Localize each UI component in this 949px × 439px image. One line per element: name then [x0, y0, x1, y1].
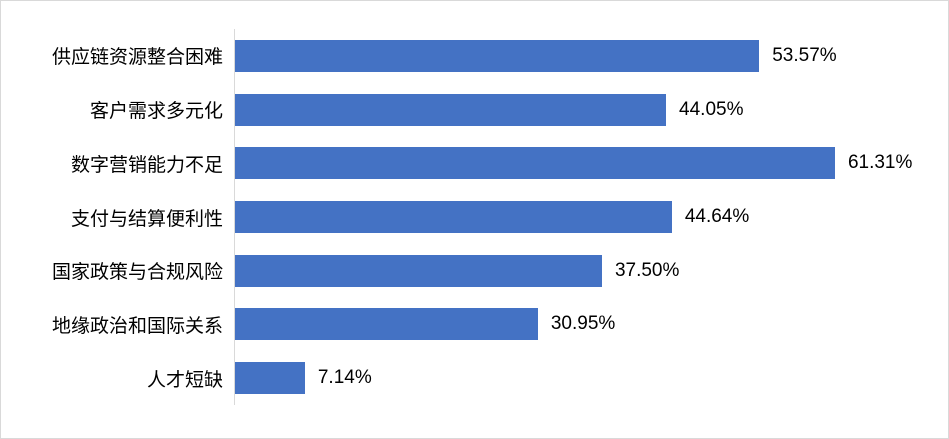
value-label: 61.31%	[847, 152, 913, 174]
bar-track: 37.50%	[235, 254, 920, 287]
bar	[235, 93, 667, 126]
value-label: 7.14%	[317, 367, 372, 389]
value-label: 37.50%	[614, 259, 680, 281]
bar-row: 客户需求多元化 44.05%	[1, 83, 920, 137]
plot-area: 供应链资源整合困难 53.57% 客户需求多元化 44.05% 数字营销能力不足…	[1, 29, 920, 405]
category-label: 供应链资源整合困难	[51, 47, 223, 69]
bar-row: 地缘政治和国际关系 30.95%	[1, 298, 920, 352]
bar	[235, 254, 602, 287]
value-label: 53.57%	[772, 44, 837, 66]
value-label: 30.95%	[550, 313, 616, 335]
bar-track: 7.14%	[235, 362, 920, 395]
category-label: 地缘政治和国际关系	[51, 315, 223, 337]
category-label: 支付与结算便利性	[70, 208, 223, 230]
bar-row: 国家政策与合规风险 37.50%	[1, 244, 920, 298]
bar-track: 30.95%	[235, 308, 920, 341]
bar	[235, 201, 672, 234]
bar-row: 支付与结算便利性 44.64%	[1, 190, 920, 244]
bar-row: 数字营销能力不足 61.31%	[1, 136, 920, 190]
category-label: 客户需求多元化	[89, 101, 223, 123]
bar	[235, 362, 305, 395]
bar-rows: 供应链资源整合困难 53.57% 客户需求多元化 44.05% 数字营销能力不足…	[1, 29, 920, 405]
bar-track: 61.31%	[235, 147, 920, 180]
bar-row: 供应链资源整合困难 53.57%	[1, 29, 920, 83]
y-axis-line	[234, 29, 235, 405]
category-label: 人才短缺	[146, 369, 223, 391]
category-label: 国家政策与合规风险	[51, 262, 223, 284]
bar-track: 53.57%	[235, 39, 920, 72]
bar	[235, 308, 538, 341]
bar-track: 44.64%	[235, 201, 920, 234]
value-label: 44.05%	[679, 98, 744, 120]
bar	[235, 39, 760, 72]
bar	[235, 147, 835, 180]
bar-track: 44.05%	[235, 93, 920, 126]
category-label: 数字营销能力不足	[70, 154, 223, 176]
bar-row: 人才短缺 7.14%	[1, 351, 920, 405]
value-label: 44.64%	[684, 206, 750, 228]
